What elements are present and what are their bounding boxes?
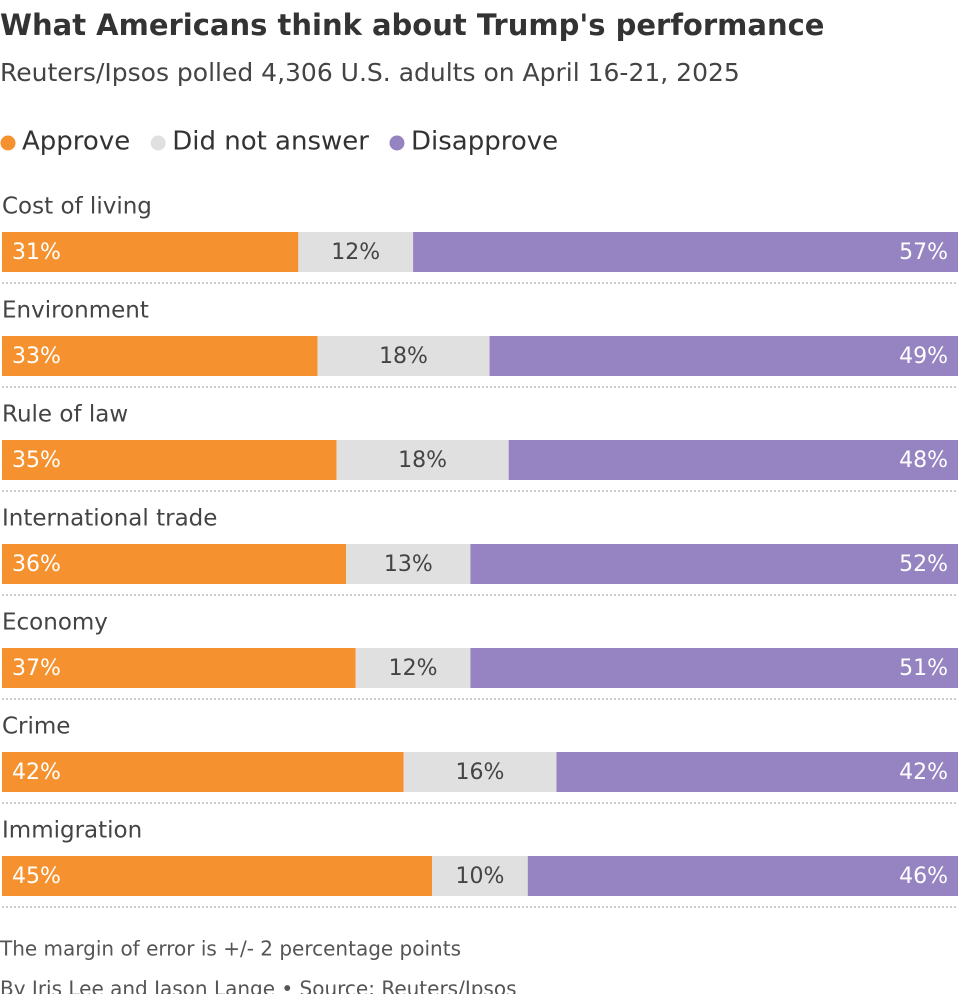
- value-label: 35%: [12, 448, 61, 473]
- value-label: 18%: [398, 448, 447, 473]
- value-label: 48%: [899, 448, 948, 473]
- plot: [2, 232, 958, 896]
- value-label: 31%: [12, 240, 61, 265]
- legend-marker: [389, 135, 405, 151]
- bar-segment: [355, 648, 471, 688]
- bar-segment: [2, 232, 299, 272]
- value-label: 42%: [899, 760, 948, 785]
- bar-segment: [2, 856, 433, 896]
- legend-label: Disapprove: [411, 127, 558, 157]
- bar-segment: [2, 544, 347, 584]
- value-label: 12%: [389, 656, 438, 681]
- bar-segment: [2, 752, 404, 792]
- legend: Approve Did not answer Disapprove: [0, 127, 558, 157]
- bar-segment: [432, 856, 528, 896]
- legend-marker: [150, 135, 166, 151]
- legend-label: Did not answer: [172, 127, 369, 157]
- value-label: 36%: [12, 552, 61, 577]
- bar-segment: [556, 752, 958, 792]
- value-label: 49%: [899, 344, 948, 369]
- value-label: 33%: [12, 344, 61, 369]
- value-label: 12%: [331, 240, 380, 265]
- category-label: Cost of living: [2, 194, 152, 220]
- bar-segment: [489, 336, 958, 376]
- value-label: 46%: [899, 864, 948, 889]
- chart-title: What Americans think about Trump's perfo…: [0, 8, 824, 42]
- note: The margin of error is +/- 2 percentage …: [0, 937, 461, 961]
- chart-subtitle: Reuters/Ipsos polled 4,306 U.S. adults o…: [0, 58, 740, 87]
- bar-segment: [413, 232, 958, 272]
- category-label: Rule of law: [2, 402, 128, 428]
- value-label: 18%: [379, 344, 428, 369]
- bar-segment: [298, 232, 414, 272]
- value-label: 57%: [899, 240, 948, 265]
- bar-segment: [2, 336, 318, 376]
- bar-segment: [317, 336, 490, 376]
- bar-segment: [470, 544, 958, 584]
- value-label: 51%: [899, 656, 948, 681]
- category-label: Immigration: [2, 818, 142, 844]
- value-label: 42%: [12, 760, 61, 785]
- category-label: International trade: [2, 506, 217, 532]
- value-label: 52%: [899, 552, 948, 577]
- bar-segment: [470, 648, 958, 688]
- category-label: Economy: [2, 610, 108, 636]
- value-label: 10%: [456, 864, 505, 889]
- bar-segment: [2, 440, 337, 480]
- legend-marker: [0, 135, 16, 151]
- value-label: 16%: [456, 760, 505, 785]
- value-label: 45%: [12, 864, 61, 889]
- byline: By Iris Lee and Jason Lange • Source: Re…: [0, 977, 517, 994]
- category-label: Environment: [2, 298, 149, 324]
- bar-segment: [403, 752, 557, 792]
- bar-segment: [2, 648, 356, 688]
- bar-segment: [508, 440, 958, 480]
- bar-segment: [527, 856, 958, 896]
- category-label: Crime: [2, 714, 70, 740]
- value-label: 37%: [12, 656, 61, 681]
- bar-segment: [346, 544, 471, 584]
- value-label: 13%: [384, 552, 433, 577]
- legend-label: Approve: [22, 127, 130, 157]
- bar-segment: [336, 440, 509, 480]
